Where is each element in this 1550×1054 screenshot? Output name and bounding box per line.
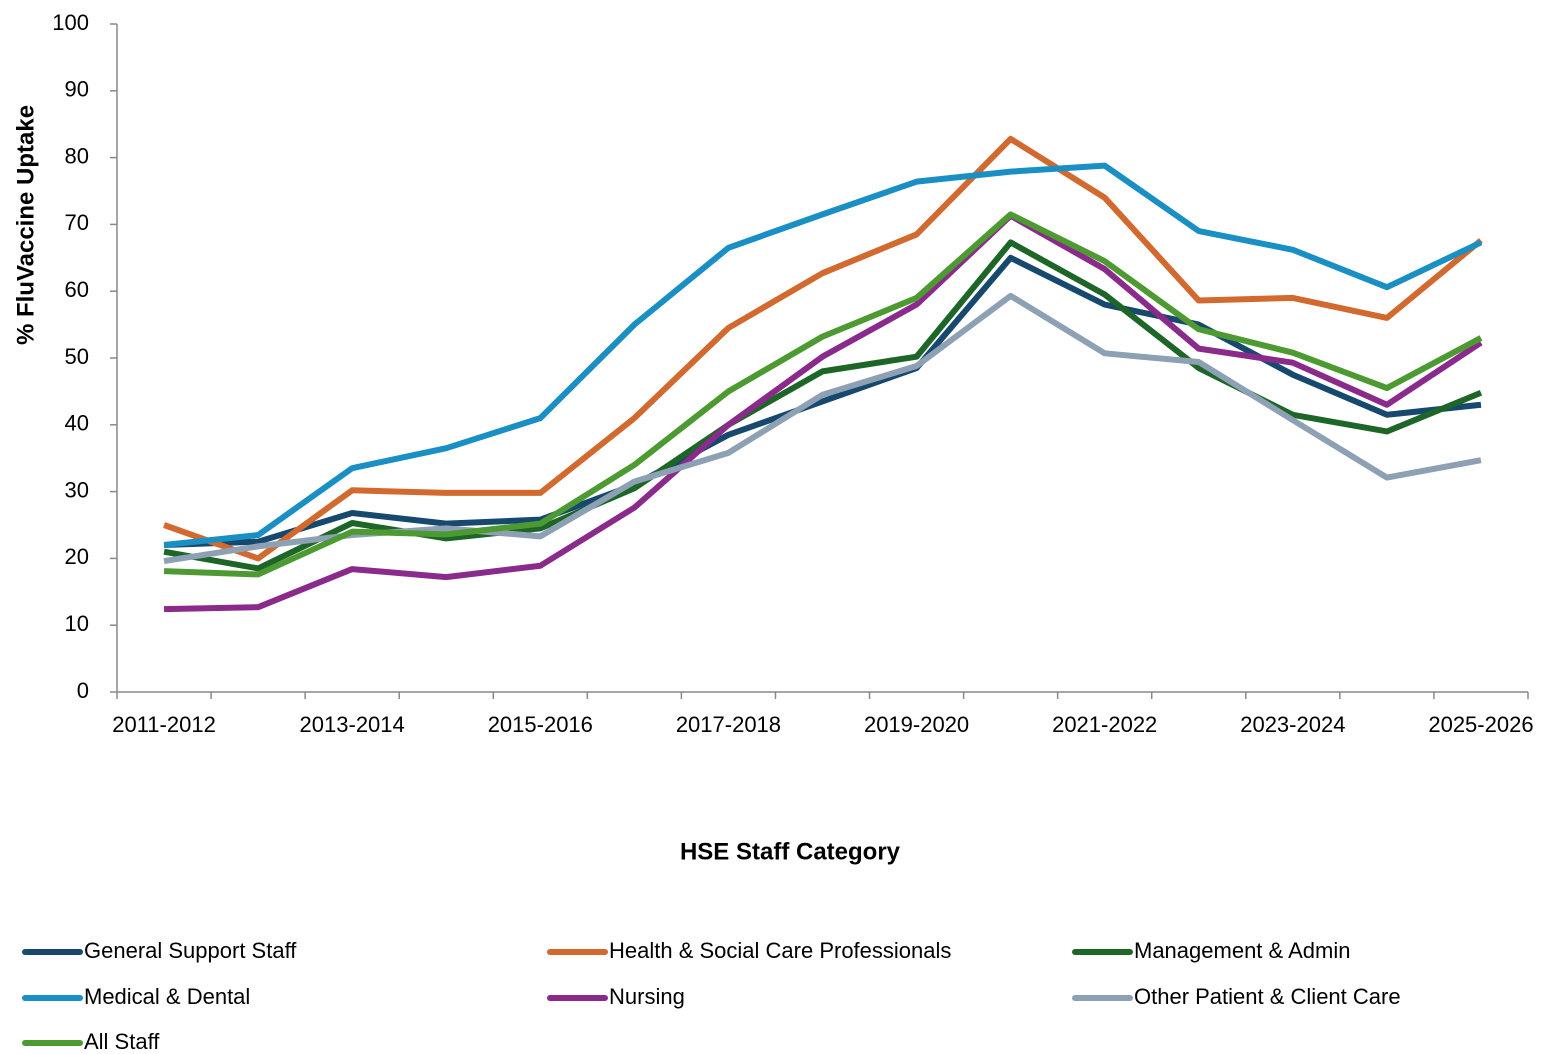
y-tick-label: 40 — [65, 411, 89, 436]
y-tick-label: 100 — [52, 10, 89, 35]
legend-label: Other Patient & Client Care — [1134, 984, 1401, 1009]
x-axis-title: HSE Staff Category — [680, 838, 901, 865]
x-tick-label: 2011-2012 — [112, 712, 216, 737]
series-line — [163, 212, 1483, 613]
legend-label: Management & Admin — [1134, 938, 1350, 963]
legend-label: Medical & Dental — [84, 984, 250, 1009]
x-tick-label: 2021-2022 — [1052, 712, 1157, 737]
legend-label: General Support Staff — [84, 938, 297, 963]
y-tick-label: 30 — [65, 477, 89, 502]
series-line — [163, 135, 1483, 562]
x-tick-label: 2019-2020 — [864, 712, 969, 737]
y-tick-label: 20 — [65, 544, 89, 569]
y-axis-title: % FluVaccine Uptake — [12, 105, 39, 345]
y-tick-label: 60 — [65, 277, 89, 302]
x-tick-label: 2015-2016 — [488, 712, 593, 737]
legend-label: All Staff — [84, 1029, 160, 1054]
legend-label: Health & Social Care Professionals — [609, 938, 951, 963]
legend-label: Nursing — [609, 984, 685, 1009]
y-tick-label: 10 — [65, 611, 89, 636]
y-tick-label: 50 — [65, 344, 89, 369]
x-tick-label: 2023-2024 — [1240, 712, 1345, 737]
series-line — [163, 162, 1483, 549]
x-tick-label: 2025-2026 — [1428, 712, 1533, 737]
x-tick-label: 2017-2018 — [676, 712, 781, 737]
x-tick-label: 2013-2014 — [300, 712, 405, 737]
y-tick-label: 80 — [65, 143, 89, 168]
series-line — [163, 211, 1483, 578]
y-tick-label: 0 — [77, 678, 89, 703]
series-line — [163, 239, 1483, 572]
y-tick-label: 90 — [65, 77, 89, 102]
y-tick-label: 70 — [65, 210, 89, 235]
